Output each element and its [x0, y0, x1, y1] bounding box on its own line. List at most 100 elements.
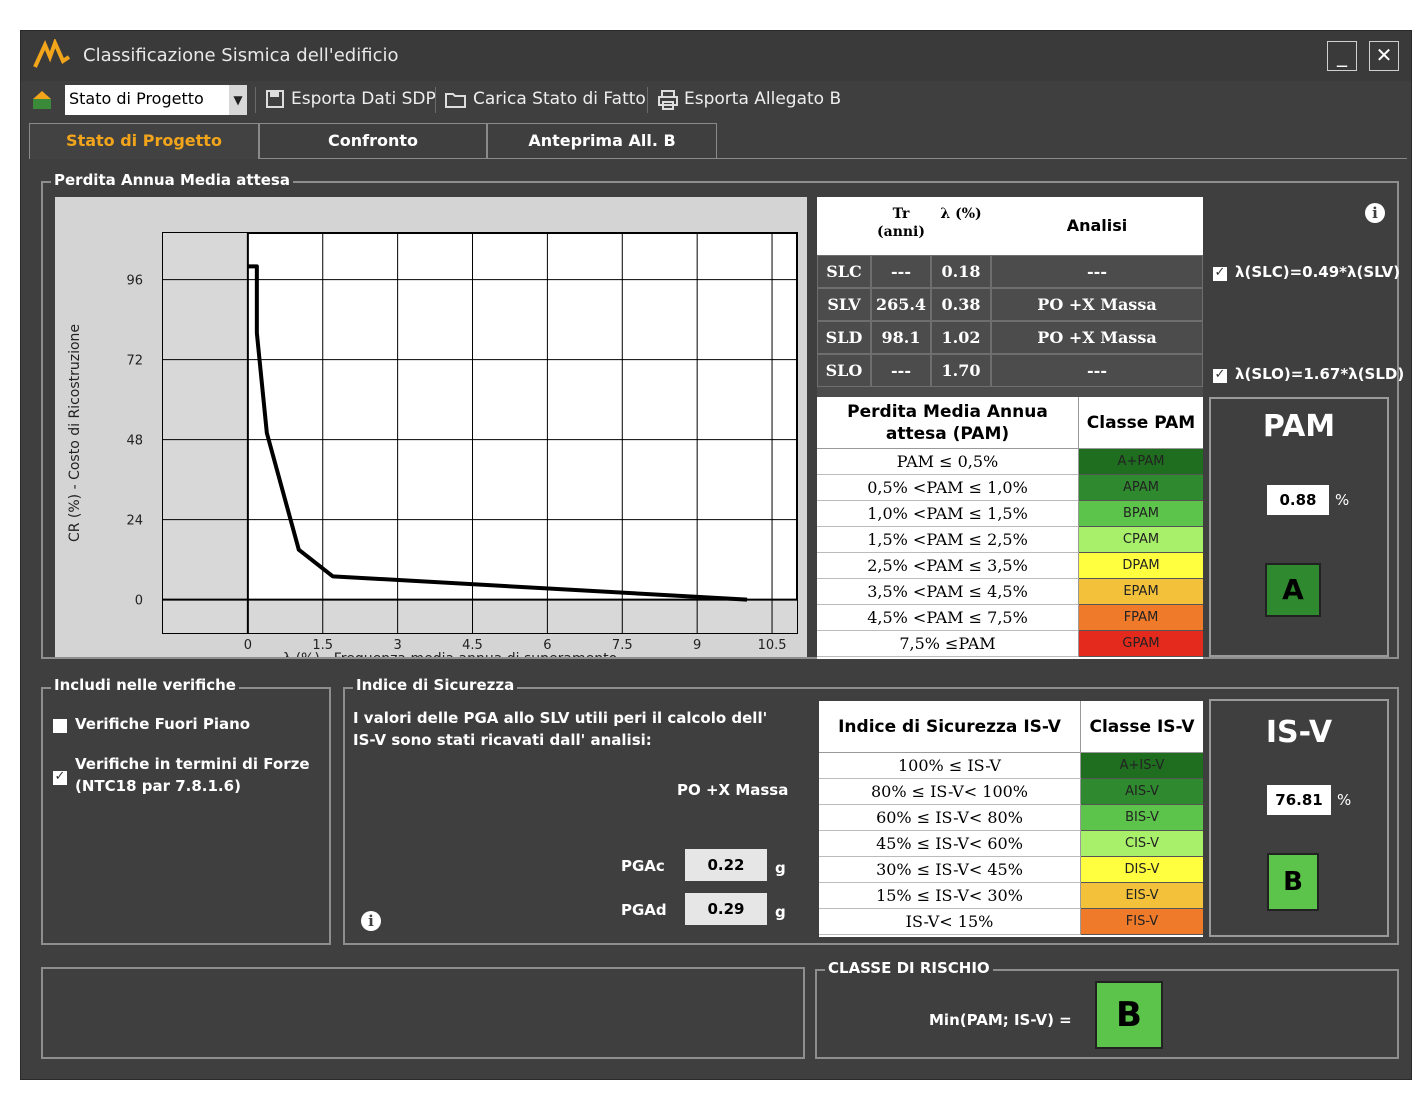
toolbar-separator — [647, 87, 648, 113]
pam_table-range-cell: 1,5% <PAM ≤ 2,5% — [817, 527, 1079, 553]
isv_table-class-cell: DIS-V — [1081, 857, 1203, 883]
x-tick-label: 6 — [543, 638, 551, 653]
minimize-button[interactable]: _ — [1327, 41, 1357, 71]
export-attachment-button[interactable]: Esporta Allegato B — [684, 89, 842, 109]
states-cell-state: SLV — [817, 288, 871, 321]
chevron-down-icon[interactable]: ▼ — [229, 85, 247, 115]
tab-project-state[interactable]: Stato di Progetto — [29, 123, 259, 159]
check-slc-checkbox[interactable]: ✓ — [1213, 265, 1227, 281]
tab-preview-attachment[interactable]: Anteprima All. B — [487, 123, 717, 159]
states-cell-tr: --- — [871, 255, 931, 288]
printer-icon — [658, 90, 678, 110]
folder-open-icon — [445, 93, 466, 108]
title-bar: Classificazione Sismica dell'edificio _ … — [21, 31, 1411, 81]
pam-value-field: 0.88 — [1267, 485, 1329, 515]
building-icon — [33, 91, 51, 109]
info-icon[interactable]: i — [1365, 203, 1385, 223]
isv_table-range-cell: 100% ≤ IS-V — [819, 753, 1081, 779]
states-cell-analysis: --- — [991, 255, 1203, 288]
safety-description: I valori delle PGA allo SLV utili peri i… — [353, 709, 768, 749]
pam_table-range-cell: 2,5% <PAM ≤ 3,5% — [817, 553, 1079, 579]
x-tick-label: 3 — [393, 638, 401, 653]
x-tick-label: 0 — [244, 638, 252, 653]
pgac-field: 0.22 — [685, 849, 767, 881]
pgac-unit: g — [775, 859, 786, 877]
toolbar-separator — [255, 87, 256, 113]
tab-comparison[interactable]: Confronto — [259, 123, 487, 159]
isv_table-range-cell: 15% ≤ IS-V< 30% — [819, 883, 1081, 909]
check-slc-label: λ(SLC)=0.49*λ(SLV) — [1235, 263, 1401, 281]
check-slo-checkbox[interactable]: ✓ — [1213, 367, 1227, 383]
states-table: Tr (anni) λ (%) Analisi SLC --- 0.18 --- SLV… — [817, 197, 1203, 423]
isv-header-class: Classe IS-V — [1081, 701, 1203, 753]
isv-result-title: IS-V — [1265, 715, 1333, 750]
pam_table-class-cell: EPAM — [1079, 579, 1203, 605]
states-cell-state: SLC — [817, 255, 871, 288]
export-sdp-button[interactable]: Esporta Dati SDP — [291, 89, 436, 109]
pam-group-title: Perdita Annua Media attesa — [51, 171, 293, 189]
y-tick-label: 24 — [126, 514, 143, 529]
isv_table-class-cell: BIS-V — [1081, 805, 1203, 831]
pam-table: Perdita Media Annua attesa (PAM) Classe … — [817, 397, 1203, 659]
main-window: Classificazione Sismica dell'edificio _ … — [20, 30, 1412, 1080]
x-tick-label: 1.5 — [312, 638, 333, 653]
tab-baseline — [717, 158, 1407, 159]
isv_table-class-cell: AIS-V — [1081, 779, 1203, 805]
risk-class-label: Min(PAM; IS-V) = — [929, 1011, 1072, 1029]
pam_table-range-cell: 0,5% <PAM ≤ 1,0% — [817, 475, 1079, 501]
states-header-analysis: Analisi — [991, 197, 1203, 255]
out-of-plane-checkbox[interactable] — [53, 719, 67, 733]
close-button[interactable]: ✕ — [1369, 41, 1399, 71]
safety-group-title: Indice di Sicurezza — [353, 676, 518, 694]
isv-header-range: Indice di Sicurezza IS-V — [819, 701, 1081, 753]
isv_table-class-cell: FIS-V — [1081, 909, 1203, 935]
toolbar-separator — [435, 87, 436, 113]
risk-class-badge: B — [1095, 981, 1163, 1049]
isv_table-range-cell: 80% ≤ IS-V< 100% — [819, 779, 1081, 805]
isv_table-class-cell: EIS-V — [1081, 883, 1203, 909]
safety-group — [343, 687, 1399, 945]
isv-table: Indice di Sicurezza IS-V Classe IS-V 100… — [819, 701, 1203, 937]
pam_table-class-cell: GPAM — [1079, 631, 1203, 657]
isv_table-range-cell: IS-V< 15% — [819, 909, 1081, 935]
x-tick-label: 10.5 — [758, 638, 787, 653]
load-state-button[interactable]: Carica Stato di Fatto — [473, 89, 646, 109]
x-tick-label: 9 — [693, 638, 701, 653]
risk-class-title: CLASSE DI RISCHIO — [825, 959, 993, 977]
states-header-lambda: λ (%) — [931, 197, 991, 255]
states-header-tr: Tr (anni) — [871, 197, 931, 255]
states-cell-lambda: 0.18 — [931, 255, 991, 288]
includes-group-title: Includi nelle verifiche — [51, 676, 239, 694]
y-tick-label: 48 — [126, 434, 143, 449]
isv-value-field: 76.81 — [1267, 785, 1331, 815]
forces-checkbox[interactable]: ✓ — [53, 769, 67, 785]
info-icon[interactable]: i — [361, 911, 381, 931]
isv-result-panel: IS-V 76.81 % B — [1209, 699, 1389, 937]
states-cell-analysis: PO +X Massa — [991, 321, 1203, 354]
y-tick-label: 72 — [126, 354, 143, 369]
pam_table-class-cell: A+PAM — [1079, 449, 1203, 475]
safety-analysis: PO +X Massa — [677, 781, 789, 799]
states-cell-state: SLO — [817, 354, 871, 387]
out-of-plane-label: Verifiche Fuori Piano — [75, 715, 251, 733]
pgad-unit: g — [775, 903, 786, 921]
window-title: Classificazione Sismica dell'edificio — [83, 45, 399, 66]
pam_table-range-cell: 4,5% <PAM ≤ 7,5% — [817, 605, 1079, 631]
pam_table-class-cell: DPAM — [1079, 553, 1203, 579]
pgad-label: PGAd — [621, 901, 667, 919]
isv_table-range-cell: 60% ≤ IS-V< 80% — [819, 805, 1081, 831]
pgad-field: 0.29 — [685, 893, 767, 925]
state-select[interactable]: Stato di Progetto — [65, 85, 247, 115]
pam-chart-svg: 0 1.5 3 4.5 6 7.5 9 10.5 96 72 48 24 0 λ (%) - Freque… — [67, 232, 798, 657]
isv_table-class-cell: CIS-V — [1081, 831, 1203, 857]
pam-group — [41, 181, 1399, 659]
check-slo-label: λ(SLO)=1.67*λ(SLD) — [1235, 365, 1405, 383]
pam_table-class-cell: BPAM — [1079, 501, 1203, 527]
forces-label: Verifiche in termini di Forze (NTC18 par… — [75, 755, 310, 795]
pam_table-range-cell: 1,0% <PAM ≤ 1,5% — [817, 501, 1079, 527]
y-tick-label: 0 — [135, 594, 143, 609]
pam_table-class-cell: APAM — [1079, 475, 1203, 501]
pam_table-range-cell: 3,5% <PAM ≤ 4,5% — [817, 579, 1079, 605]
risk-class-group — [815, 969, 1399, 1059]
pgac-label: PGAc — [621, 857, 665, 875]
